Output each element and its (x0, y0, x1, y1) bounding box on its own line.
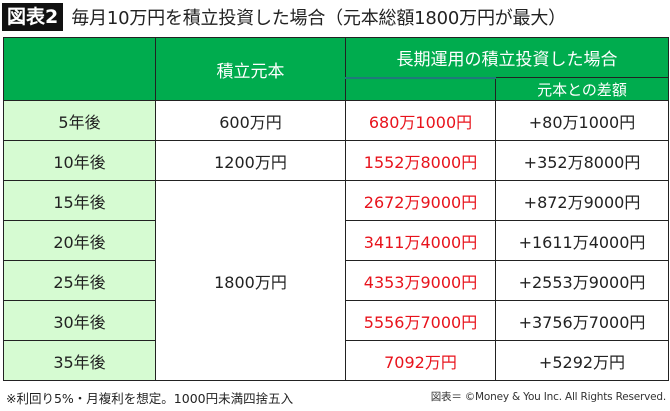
value-cell: 1552万8000円 (345, 140, 496, 181)
principal-cell: 600万円 (155, 100, 346, 141)
diff-cell: +352万8000円 (495, 140, 669, 181)
value-cell: 5556万7000円 (345, 300, 496, 341)
table-row: 35年後 7092万円 +5292万円 (3, 340, 669, 381)
principal-merged-cell: 1800万円 (155, 180, 346, 381)
diff-cell: +5292万円 (495, 340, 669, 381)
year-cell: 35年後 (3, 340, 156, 381)
header-value-blank (345, 76, 496, 101)
header-difference: 元本との差額 (495, 77, 669, 101)
diff-cell: +2553万9000円 (495, 260, 669, 301)
value-cell: 4353万9000円 (345, 260, 496, 301)
header-long-term: 長期運用の積立投資した場合 (345, 37, 669, 78)
year-cell: 30年後 (3, 300, 156, 341)
diff-cell: +1611万4000円 (495, 220, 669, 261)
value-cell: 680万1000円 (345, 100, 496, 141)
figure-badge: 図表2 (2, 3, 64, 31)
header-principal: 積立元本 (155, 37, 346, 101)
value-cell: 7092万円 (345, 340, 496, 381)
value-cell: 3411万4000円 (345, 220, 496, 261)
figure-title: 図表2 毎月10万円を積立投資した場合（元本総額1800万円が最大） (2, 3, 566, 31)
table-row: 10年後 1200万円 1552万8000円 +352万8000円 (3, 140, 669, 181)
table-row: 25年後 4353万9000円 +2553万9000円 (3, 260, 669, 301)
table-row: 20年後 3411万4000円 +1611万4000円 (3, 220, 669, 261)
copyright-credit: 図表＝ ©Money & You Inc. All Rights Reserve… (430, 391, 666, 403)
investment-table: 積立元本 長期運用の積立投資した場合 元本との差額 5年後 600万円 680万… (3, 37, 669, 381)
header-year (3, 37, 156, 101)
year-cell: 15年後 (3, 180, 156, 221)
year-cell: 10年後 (3, 140, 156, 181)
table-row: 30年後 5556万7000円 +3756万7000円 (3, 300, 669, 341)
diff-cell: +3756万7000円 (495, 300, 669, 341)
year-cell: 5年後 (3, 100, 156, 141)
diff-cell: +80万1000円 (495, 100, 669, 141)
diff-cell: +872万9000円 (495, 180, 669, 221)
principal-cell: 1200万円 (155, 140, 346, 181)
figure-title-text: 毎月10万円を積立投資した場合（元本総額1800万円が最大） (71, 8, 566, 29)
table-row: 15年後 1800万円 2672万9000円 +872万9000円 (3, 180, 669, 381)
year-cell: 20年後 (3, 220, 156, 261)
value-cell: 2672万9000円 (345, 180, 496, 221)
table-row: 5年後 600万円 680万1000円 +80万1000円 (3, 100, 669, 141)
footnote: ※利回り5%・月複利を想定。1000円未満四捨五入 (6, 391, 294, 406)
year-cell: 25年後 (3, 260, 156, 301)
